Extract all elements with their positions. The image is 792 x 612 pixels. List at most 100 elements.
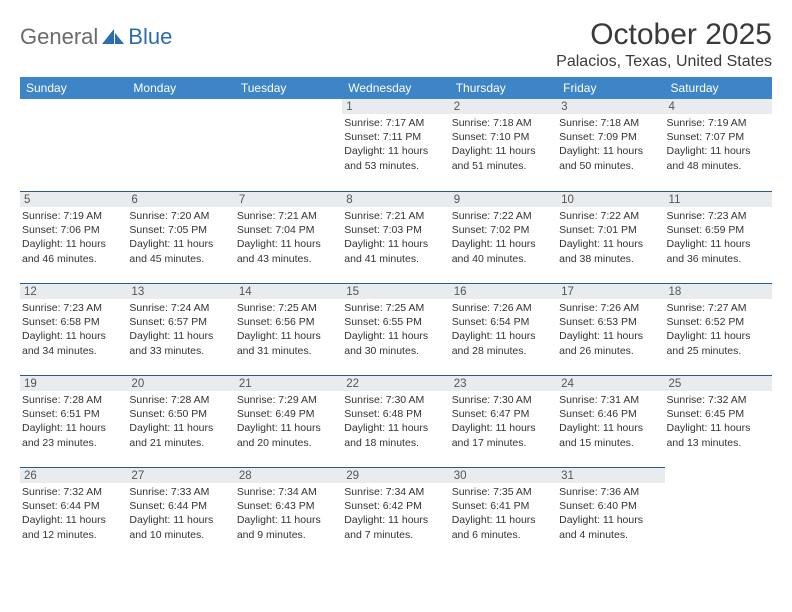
day-info: Sunrise: 7:21 AMSunset: 7:03 PMDaylight:…: [342, 207, 449, 266]
sunrise-line: Sunrise: 7:24 AM: [129, 301, 232, 315]
calendar-row: 12Sunrise: 7:23 AMSunset: 6:58 PMDayligh…: [20, 283, 772, 375]
calendar-row: 26Sunrise: 7:32 AMSunset: 6:44 PMDayligh…: [20, 467, 772, 559]
weekday-header: Sunday: [20, 77, 127, 99]
sunrise-line: Sunrise: 7:23 AM: [667, 209, 770, 223]
day-info: Sunrise: 7:29 AMSunset: 6:49 PMDaylight:…: [235, 391, 342, 450]
day-number: 5: [20, 191, 127, 207]
calendar-cell: 24 Sunrise: 7:31 AMSunset: 6:46 PMDayligh…: [557, 375, 664, 467]
daylight-line: Daylight: 11 hours and 12 minutes.: [22, 513, 125, 541]
day-number: 9: [450, 191, 557, 207]
day-number: 11: [665, 191, 772, 207]
title-block: October 2025 Palacios, Texas, United Sta…: [556, 18, 772, 71]
day-number: 27: [127, 467, 234, 483]
calendar-cell: 20Sunrise: 7:28 AMSunset: 6:50 PMDayligh…: [127, 375, 234, 467]
day-info: Sunrise: 7:19 AMSunset: 7:07 PMDaylight:…: [665, 114, 772, 173]
day-number: 23: [450, 375, 557, 391]
sunset-line: Sunset: 7:04 PM: [237, 223, 340, 237]
day-number: 24: [557, 375, 664, 391]
calendar-cell: 8Sunrise: 7:21 AMSunset: 7:03 PMDaylight…: [342, 191, 449, 283]
sunset-line: Sunset: 6:59 PM: [667, 223, 770, 237]
calendar-cell: 15Sunrise: 7:25 AMSunset: 6:55 PMDayligh…: [342, 283, 449, 375]
day-number: 1: [342, 99, 449, 114]
day-number: 22: [342, 375, 449, 391]
day-info: Sunrise: 7:32 AMSunset: 6:44 PMDaylight:…: [20, 483, 127, 542]
calendar-cell: [20, 99, 127, 191]
calendar-cell: 25Sunrise: 7:32 AMSunset: 6:45 PMDayligh…: [665, 375, 772, 467]
sunset-line: Sunset: 6:49 PM: [237, 407, 340, 421]
day-info: Sunrise: 7:33 AMSunset: 6:44 PMDaylight:…: [127, 483, 234, 542]
sunrise-line: Sunrise: 7:34 AM: [237, 485, 340, 499]
day-info: Sunrise: 7:32 AMSunset: 6:45 PMDaylight:…: [665, 391, 772, 450]
daylight-line: Daylight: 11 hours and 9 minutes.: [237, 513, 340, 541]
sunrise-line: Sunrise: 7:23 AM: [22, 301, 125, 315]
daylight-line: Daylight: 11 hours and 17 minutes.: [452, 421, 555, 449]
sunrise-line: Sunrise: 7:17 AM: [344, 116, 447, 130]
sunset-line: Sunset: 7:11 PM: [344, 130, 447, 144]
daylight-line: Daylight: 11 hours and 28 minutes.: [452, 329, 555, 357]
day-number: 28: [235, 467, 342, 483]
logo: General Blue: [20, 18, 172, 50]
daylight-line: Daylight: 11 hours and 41 minutes.: [344, 237, 447, 265]
sunrise-line: Sunrise: 7:33 AM: [129, 485, 232, 499]
daylight-line: Daylight: 11 hours and 15 minutes.: [559, 421, 662, 449]
daylight-line: Daylight: 11 hours and 50 minutes.: [559, 144, 662, 172]
day-info: Sunrise: 7:34 AMSunset: 6:43 PMDaylight:…: [235, 483, 342, 542]
calendar-cell: 3Sunrise: 7:18 AMSunset: 7:09 PMDaylight…: [557, 99, 664, 191]
day-number: 19: [20, 375, 127, 391]
calendar-cell: 10Sunrise: 7:22 AMSunset: 7:01 PMDayligh…: [557, 191, 664, 283]
header: General Blue October 2025 Palacios, Texa…: [20, 18, 772, 71]
day-info: Sunrise: 7:30 AMSunset: 6:48 PMDaylight:…: [342, 391, 449, 450]
daylight-line: Daylight: 11 hours and 48 minutes.: [667, 144, 770, 172]
sunrise-line: Sunrise: 7:25 AM: [237, 301, 340, 315]
day-number: 15: [342, 283, 449, 299]
daylight-line: Daylight: 11 hours and 6 minutes.: [452, 513, 555, 541]
sunset-line: Sunset: 7:05 PM: [129, 223, 232, 237]
sunrise-line: Sunrise: 7:30 AM: [452, 393, 555, 407]
weekday-header: Saturday: [665, 77, 772, 99]
daylight-line: Daylight: 11 hours and 13 minutes.: [667, 421, 770, 449]
calendar-cell: 23Sunrise: 7:30 AMSunset: 6:47 PMDayligh…: [450, 375, 557, 467]
sunset-line: Sunset: 6:45 PM: [667, 407, 770, 421]
calendar-cell: 31Sunrise: 7:36 AMSunset: 6:40 PMDayligh…: [557, 467, 664, 559]
sunrise-line: Sunrise: 7:34 AM: [344, 485, 447, 499]
sunrise-line: Sunrise: 7:29 AM: [237, 393, 340, 407]
calendar-cell: 16Sunrise: 7:26 AMSunset: 6:54 PMDayligh…: [450, 283, 557, 375]
sunrise-line: Sunrise: 7:31 AM: [559, 393, 662, 407]
logo-sail-icon: [100, 27, 126, 47]
calendar-cell: 12Sunrise: 7:23 AMSunset: 6:58 PMDayligh…: [20, 283, 127, 375]
daylight-line: Daylight: 11 hours and 38 minutes.: [559, 237, 662, 265]
sunset-line: Sunset: 6:44 PM: [22, 499, 125, 513]
sunset-line: Sunset: 6:57 PM: [129, 315, 232, 329]
day-info: Sunrise: 7:34 AMSunset: 6:42 PMDaylight:…: [342, 483, 449, 542]
sunset-line: Sunset: 6:43 PM: [237, 499, 340, 513]
day-info: Sunrise: 7:36 AMSunset: 6:40 PMDaylight:…: [557, 483, 664, 542]
sunrise-line: Sunrise: 7:20 AM: [129, 209, 232, 223]
day-number: 14: [235, 283, 342, 299]
sunset-line: Sunset: 6:46 PM: [559, 407, 662, 421]
sunset-line: Sunset: 7:03 PM: [344, 223, 447, 237]
day-number: 21: [235, 375, 342, 391]
sunrise-line: Sunrise: 7:21 AM: [344, 209, 447, 223]
day-info: Sunrise: 7:30 AMSunset: 6:47 PMDaylight:…: [450, 391, 557, 450]
sunrise-line: Sunrise: 7:25 AM: [344, 301, 447, 315]
sunrise-line: Sunrise: 7:32 AM: [22, 485, 125, 499]
calendar-cell: [235, 99, 342, 191]
day-number: 8: [342, 191, 449, 207]
sunset-line: Sunset: 6:58 PM: [22, 315, 125, 329]
sunset-line: Sunset: 6:41 PM: [452, 499, 555, 513]
logo-text-general: General: [20, 24, 98, 50]
weekday-header: Thursday: [450, 77, 557, 99]
daylight-line: Daylight: 11 hours and 34 minutes.: [22, 329, 125, 357]
sunset-line: Sunset: 7:09 PM: [559, 130, 662, 144]
day-number: 31: [557, 467, 664, 483]
day-info: Sunrise: 7:17 AMSunset: 7:11 PMDaylight:…: [342, 114, 449, 173]
calendar-cell: 1Sunrise: 7:17 AMSunset: 7:11 PMDaylight…: [342, 99, 449, 191]
location: Palacios, Texas, United States: [556, 53, 772, 71]
day-info: Sunrise: 7:35 AMSunset: 6:41 PMDaylight:…: [450, 483, 557, 542]
calendar-cell: 17Sunrise: 7:26 AMSunset: 6:53 PMDayligh…: [557, 283, 664, 375]
sunset-line: Sunset: 6:47 PM: [452, 407, 555, 421]
daylight-line: Daylight: 11 hours and 10 minutes.: [129, 513, 232, 541]
calendar-cell: 7Sunrise: 7:21 AMSunset: 7:04 PMDaylight…: [235, 191, 342, 283]
sunset-line: Sunset: 6:40 PM: [559, 499, 662, 513]
daylight-line: Daylight: 11 hours and 18 minutes.: [344, 421, 447, 449]
